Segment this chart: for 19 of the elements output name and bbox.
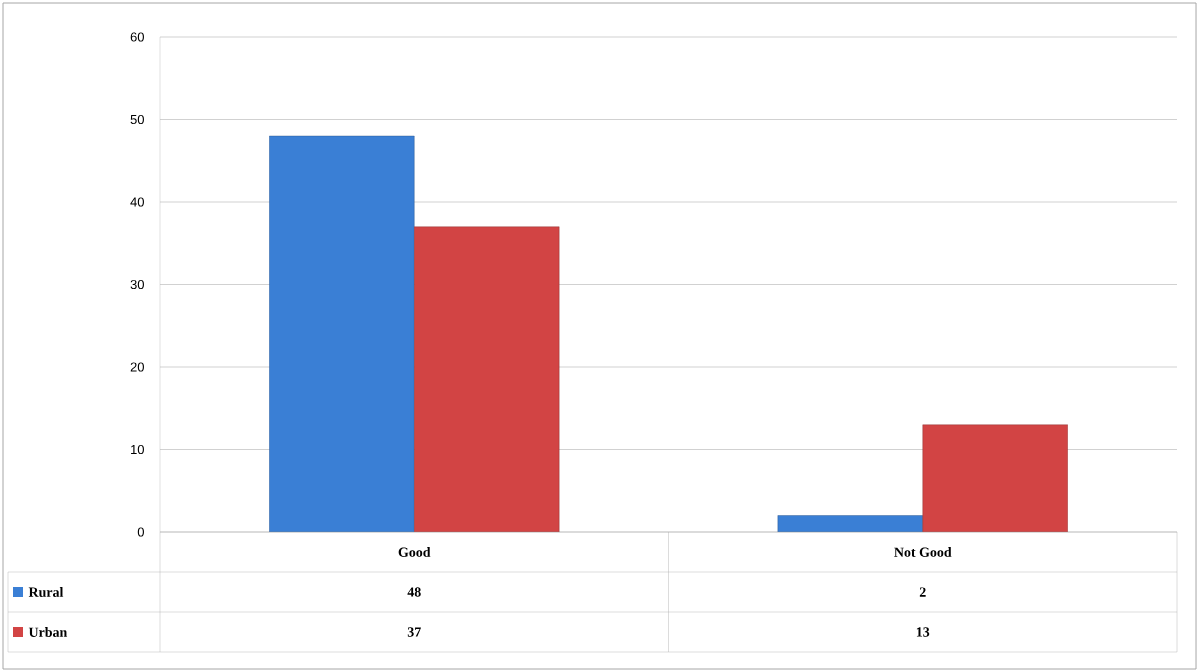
legend-label: Urban <box>28 627 68 637</box>
legend-label: Rural <box>28 587 64 597</box>
y-tick-label: 30 <box>130 279 144 290</box>
y-tick-label: 20 <box>130 362 144 372</box>
x-tick-label: Good <box>398 547 431 557</box>
bar <box>269 135 415 533</box>
bar <box>414 226 560 533</box>
y-tick-label: 10 <box>131 444 144 455</box>
data-label: 2 <box>919 587 926 597</box>
bar <box>922 424 1068 533</box>
y-tick-label: 40 <box>130 197 144 207</box>
data-label: 13 <box>916 627 930 637</box>
y-tick-label: 0 <box>137 527 144 537</box>
y-tick-label: 50 <box>130 114 144 125</box>
data-label: 37 <box>407 627 421 637</box>
x-tick-label: Not Good <box>894 547 952 557</box>
y-tick-label: 60 <box>130 32 144 42</box>
data-label: 48 <box>407 587 421 597</box>
bar <box>777 515 923 533</box>
